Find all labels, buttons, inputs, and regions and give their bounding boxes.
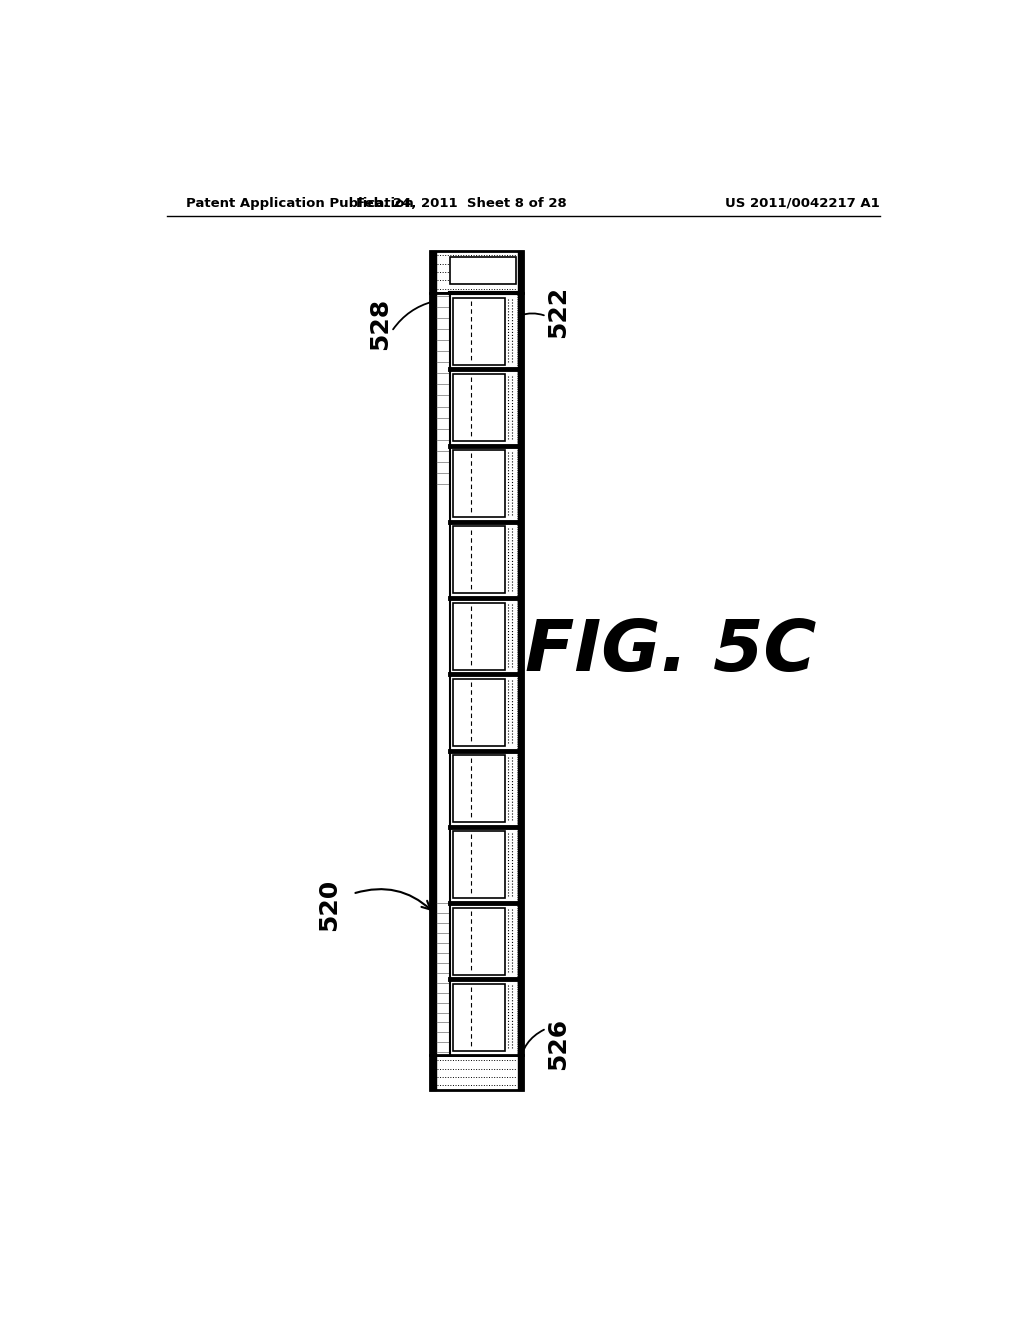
Text: Patent Application Publication: Patent Application Publication xyxy=(186,197,414,210)
Text: 528: 528 xyxy=(368,298,392,350)
Text: 526: 526 xyxy=(546,1018,570,1071)
Bar xyxy=(453,908,506,974)
Bar xyxy=(453,755,506,822)
Bar xyxy=(453,450,506,517)
Bar xyxy=(453,983,506,1051)
Bar xyxy=(453,832,506,899)
Bar xyxy=(430,251,523,293)
Bar xyxy=(453,298,506,364)
Bar xyxy=(430,1056,523,1090)
Bar xyxy=(453,678,506,746)
Bar xyxy=(430,293,523,1056)
Text: Feb. 24, 2011  Sheet 8 of 28: Feb. 24, 2011 Sheet 8 of 28 xyxy=(356,197,566,210)
Bar xyxy=(453,603,506,669)
Bar xyxy=(450,257,516,284)
Text: US 2011/0042217 A1: US 2011/0042217 A1 xyxy=(725,197,880,210)
Text: 522: 522 xyxy=(546,286,570,338)
Bar xyxy=(453,374,506,441)
Text: FIG. 5C: FIG. 5C xyxy=(525,616,816,685)
Text: 520: 520 xyxy=(317,879,341,932)
Bar xyxy=(453,527,506,594)
